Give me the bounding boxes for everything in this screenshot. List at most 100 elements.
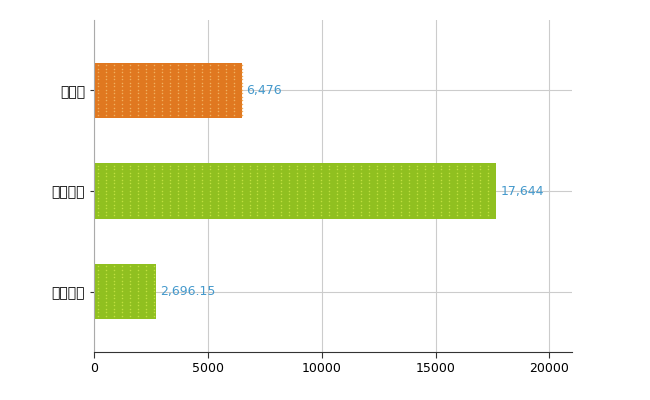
Point [213,166,223,173]
Point [93,83,103,90]
Point [109,202,120,208]
Point [133,202,143,208]
Point [181,205,191,211]
Point [228,212,239,218]
Point [93,302,103,308]
Point [125,205,135,211]
Point [188,180,199,187]
Point [340,177,350,183]
Point [300,191,311,197]
Point [436,177,446,183]
Point [93,97,103,104]
Point [141,94,151,100]
Point [467,180,478,187]
Point [196,212,207,218]
Point [173,202,183,208]
Point [292,170,302,176]
Point [237,66,247,72]
Point [101,205,111,211]
Point [324,208,334,215]
Point [284,166,294,173]
Point [220,180,231,187]
Point [252,163,263,169]
Point [109,73,120,79]
Point [141,87,151,93]
Point [228,90,239,97]
Point [419,184,430,190]
Point [244,198,255,204]
Point [260,163,270,169]
Point [188,191,199,197]
Point [196,194,207,201]
Point [101,184,111,190]
Point [149,263,159,270]
Point [396,173,406,180]
Point [387,202,398,208]
Point [324,166,334,173]
Point [372,202,382,208]
Point [181,187,191,194]
Point [276,205,287,211]
Point [356,184,366,190]
Point [196,208,207,215]
Point [149,62,159,68]
Point [213,69,223,76]
Point [93,312,103,319]
Point [316,163,326,169]
Point [196,184,207,190]
Point [101,208,111,215]
Point [149,309,159,316]
Point [316,177,326,183]
Point [149,281,159,287]
Point [164,208,175,215]
Point [213,208,223,215]
Point [101,87,111,93]
Point [149,73,159,79]
Point [173,73,183,79]
Point [173,97,183,104]
Point [475,208,486,215]
Point [324,194,334,201]
Point [436,208,446,215]
Point [93,173,103,180]
Point [188,83,199,90]
Point [205,108,215,114]
Point [340,163,350,169]
Point [460,166,470,173]
Point [205,104,215,111]
Point [340,173,350,180]
Point [364,202,374,208]
Point [284,212,294,218]
Point [332,194,343,201]
Point [141,180,151,187]
Point [101,101,111,107]
Point [308,163,318,169]
Point [149,270,159,277]
Point [133,270,143,277]
Point [117,281,127,287]
Point [316,191,326,197]
Point [411,163,422,169]
Point [93,267,103,273]
Point [348,208,358,215]
Point [387,198,398,204]
Point [157,173,167,180]
Point [428,191,438,197]
Point [436,194,446,201]
Point [228,101,239,107]
Point [276,163,287,169]
Point [220,170,231,176]
Point [109,298,120,305]
Point [332,187,343,194]
Point [125,177,135,183]
Point [125,309,135,316]
Point [276,212,287,218]
Point [196,83,207,90]
Point [396,180,406,187]
Point [332,212,343,218]
Point [292,177,302,183]
Point [436,198,446,204]
Point [125,66,135,72]
Point [228,173,239,180]
Point [268,212,279,218]
